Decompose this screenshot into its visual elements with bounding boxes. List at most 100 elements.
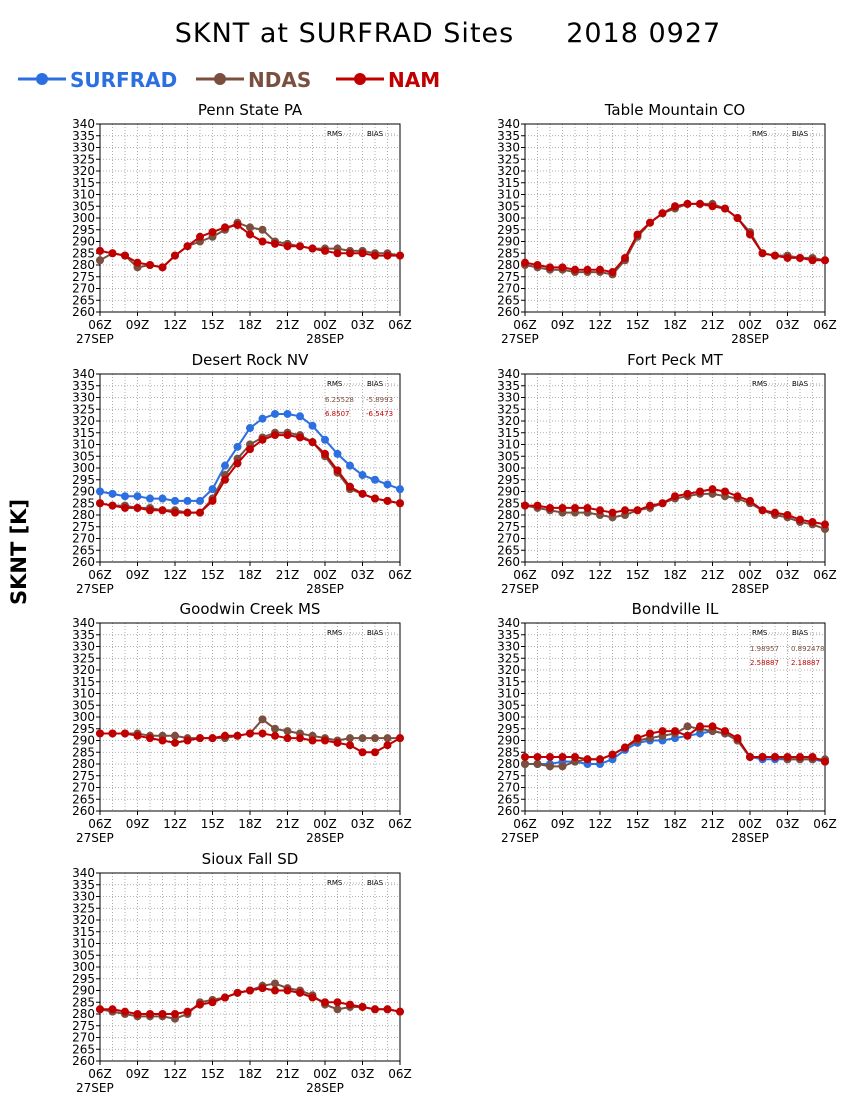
bias-value-ndas: -5.8993 <box>366 396 393 404</box>
series-nam <box>521 722 829 766</box>
data-point <box>658 209 667 218</box>
data-point <box>271 979 279 988</box>
data-point <box>321 435 329 444</box>
y-tick-label: 290 <box>72 485 95 499</box>
stats-box: RMS BIAS <box>327 879 397 887</box>
x-date-label: 28SEP <box>306 831 344 845</box>
y-tick-label: 335 <box>72 379 95 393</box>
data-point <box>308 993 317 1002</box>
data-point <box>271 431 279 440</box>
y-tick-label: 275 <box>72 520 95 534</box>
data-point <box>383 741 392 750</box>
x-tick-label: 00Z <box>313 817 337 831</box>
x-tick-label: 06Z <box>388 568 412 582</box>
data-point <box>96 246 104 255</box>
data-point <box>383 496 392 505</box>
data-point <box>383 480 392 489</box>
data-point <box>133 731 142 740</box>
y-tick-label: 260 <box>497 305 520 319</box>
y-tick-label: 275 <box>497 769 520 783</box>
x-tick-label: 18Z <box>238 1067 262 1081</box>
y-tick-label: 340 <box>72 117 95 131</box>
data-point <box>171 1010 179 1018</box>
bias-label: BIAS <box>367 629 384 637</box>
data-point <box>533 261 542 269</box>
y-tick-label: 310 <box>72 438 95 452</box>
panel-table-mountain-co: Table Mountain CO 26026527027528028529029… <box>497 101 837 346</box>
x-tick-label: 15Z <box>201 568 225 582</box>
data-point <box>208 998 217 1007</box>
x-tick-label: 15Z <box>201 1067 225 1081</box>
stats-box: RMS BIAS <box>327 629 397 637</box>
series-nam <box>96 984 404 1018</box>
data-point <box>358 748 367 757</box>
y-tick-label: 315 <box>497 426 520 440</box>
y-tick-label: 280 <box>72 757 95 771</box>
data-point <box>133 258 142 267</box>
data-point <box>783 511 792 519</box>
y-tick-label: 320 <box>497 663 520 677</box>
x-date-label: 27SEP <box>501 831 539 845</box>
panel-penn-state-pa: Penn State PA 260265270275280285290295300… <box>72 101 412 346</box>
x-tick-label: 06Z <box>88 568 112 582</box>
data-point <box>121 729 129 738</box>
data-point <box>383 251 392 260</box>
x-date-label: 27SEP <box>501 582 539 596</box>
y-tick-label: 335 <box>497 129 520 143</box>
x-tick-label: 12Z <box>163 318 187 332</box>
stats-box: RMS BIAS <box>752 380 822 388</box>
data-point <box>371 734 379 743</box>
y-tick-label: 275 <box>72 270 95 284</box>
data-point <box>333 998 342 1007</box>
data-point <box>333 249 342 258</box>
data-point <box>721 487 729 496</box>
rms-label: RMS <box>752 380 768 388</box>
data-point <box>758 506 767 515</box>
data-point <box>283 986 292 995</box>
x-tick-label: 09Z <box>126 568 150 582</box>
data-point <box>221 475 229 484</box>
rms-value-ndas: 1.98957 <box>750 645 779 653</box>
x-tick-label: 03Z <box>776 817 800 831</box>
gridlines <box>99 123 401 313</box>
legend-item-ndas: NDAS <box>196 68 311 92</box>
y-tick-label: 275 <box>497 270 520 284</box>
data-point <box>146 1010 154 1018</box>
y-tick-label: 320 <box>72 164 95 178</box>
y-tick-label: 315 <box>497 176 520 190</box>
x-tick-label: 00Z <box>738 817 762 831</box>
series-nam <box>96 221 404 272</box>
x-tick-label: 06Z <box>813 318 837 332</box>
data-point <box>383 734 392 743</box>
panel-title: Table Mountain CO <box>604 101 746 119</box>
y-tick-label: 310 <box>497 687 520 701</box>
data-point <box>521 760 529 768</box>
rms-value-nam: 2.58887 <box>750 659 779 667</box>
data-point <box>796 253 804 262</box>
rms-label: RMS <box>752 130 768 138</box>
data-point <box>258 984 267 993</box>
x-tick-label: 15Z <box>201 318 225 332</box>
data-point <box>208 485 217 494</box>
y-tick-label: 265 <box>497 792 520 806</box>
data-point <box>783 752 792 761</box>
data-point <box>733 734 742 743</box>
y-tick-label: 285 <box>497 745 520 759</box>
data-point <box>296 433 304 442</box>
data-point <box>133 503 142 512</box>
x-tick-label: 15Z <box>626 318 650 332</box>
y-tick-label: 340 <box>72 367 95 381</box>
data-point <box>683 731 692 740</box>
x-tick-label: 12Z <box>588 318 612 332</box>
data-point <box>771 752 779 761</box>
y-tick-label: 300 <box>72 461 95 475</box>
y-tick-label: 285 <box>72 246 95 260</box>
data-point <box>371 494 379 503</box>
data-point <box>746 752 754 761</box>
panel-title: Goodwin Creek MS <box>180 600 321 618</box>
data-point <box>271 239 279 248</box>
x-tick-label: 12Z <box>163 1067 187 1081</box>
data-point <box>246 230 254 239</box>
data-point <box>283 431 292 440</box>
data-point <box>583 503 592 512</box>
